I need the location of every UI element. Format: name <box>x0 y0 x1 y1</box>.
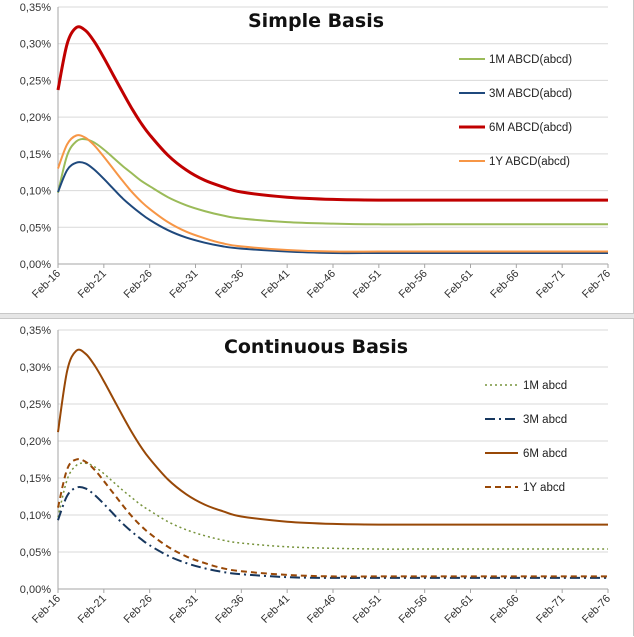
x-tick-label: Feb-36 <box>213 268 246 301</box>
series-line <box>57 485 608 579</box>
x-axis-ticks: Feb-16 Feb-21 Feb-26 Feb-31 Feb-36 Feb-41 Feb-… <box>30 264 613 301</box>
x-tick-label: Feb-21 <box>76 593 109 626</box>
x-tick-label: Feb-56 <box>397 268 430 301</box>
y-tick-label: 0,30% <box>20 362 51 374</box>
y-tick-label: 0,25% <box>20 399 51 411</box>
legend-label: 3M abcd <box>523 414 567 426</box>
legend-label: 6M ABCD(abcd) <box>489 122 572 134</box>
y-tick-label: 0,30% <box>20 39 51 51</box>
gridlines <box>58 329 608 553</box>
x-tick-label: Feb-66 <box>488 593 521 626</box>
x-tick-label: Feb-76 <box>580 268 613 301</box>
continuous-basis-chart-svg: 0,00% 0,05% 0,10% 0,15% 0,20% 0,25% 0,30% 0,35%… <box>20 325 613 626</box>
x-tick-label: Feb-66 <box>488 268 521 301</box>
y-tick-label: 0,35% <box>20 2 51 14</box>
gridlines <box>58 6 608 228</box>
series-line <box>57 138 608 226</box>
y-tick-label: 0,10% <box>20 510 51 522</box>
y-tick-label: 0,05% <box>20 222 51 234</box>
chart-title: Simple Basis <box>248 10 384 32</box>
x-tick-label: Feb-46 <box>305 593 338 626</box>
legend-label: 1Y ABCD(abcd) <box>489 156 570 168</box>
x-tick-label: Feb-51 <box>351 593 384 626</box>
series-line <box>57 462 608 550</box>
y-tick-label: 0,25% <box>20 75 51 87</box>
simple-basis-chart-svg: 0,00% 0,05% 0,10% 0,15% 0,20% 0,25% 0,30% 0,35%… <box>20 2 613 301</box>
x-tick-label: Feb-76 <box>580 593 613 626</box>
x-tick-label: Feb-71 <box>534 593 567 626</box>
x-axis-ticks: Feb-16 Feb-21 Feb-26 Feb-31 Feb-36 Feb-41 Feb-… <box>30 589 613 626</box>
x-tick-label: Feb-41 <box>259 268 292 301</box>
x-tick-label: Feb-31 <box>167 268 200 301</box>
x-tick-label: Feb-61 <box>442 268 475 301</box>
x-tick-label: Feb-56 <box>397 593 430 626</box>
y-tick-label: 0,15% <box>20 149 51 161</box>
legend: 1M abcd 3M abcd 6M abcd 1Y abcd <box>485 380 567 494</box>
x-tick-label: Feb-36 <box>213 593 246 626</box>
legend-label: 3M ABCD(abcd) <box>489 88 572 100</box>
y-tick-label: 0,35% <box>20 325 51 337</box>
x-tick-label: Feb-51 <box>351 268 384 301</box>
legend-label: 1M ABCD(abcd) <box>489 54 572 66</box>
series-line <box>57 161 608 255</box>
legend-label: 6M abcd <box>523 448 567 460</box>
y-tick-label: 0,00% <box>20 259 51 271</box>
legend-label: 1M abcd <box>523 380 567 392</box>
x-tick-label: Feb-16 <box>30 268 63 301</box>
legend-label: 1Y abcd <box>523 482 565 494</box>
series-line <box>57 134 608 253</box>
x-tick-label: Feb-61 <box>442 593 475 626</box>
x-tick-label: Feb-71 <box>534 268 567 301</box>
chart-title: Continuous Basis <box>224 336 408 358</box>
x-tick-label: Feb-31 <box>167 593 200 626</box>
y-axis-ticks: 0,00% 0,05% 0,10% 0,15% 0,20% 0,25% 0,30% 0,35% <box>20 325 51 596</box>
x-tick-label: Feb-16 <box>30 593 63 626</box>
simple-basis-chart: 0,00% 0,05% 0,10% 0,15% 0,20% 0,25% 0,30% 0,35%… <box>0 0 634 314</box>
y-tick-label: 0,15% <box>20 473 51 485</box>
x-tick-label: Feb-21 <box>76 268 109 301</box>
legend: 1M ABCD(abcd) 3M ABCD(abcd) 6M ABCD(abcd) 1… <box>459 54 572 168</box>
chart-separator <box>0 314 634 318</box>
y-tick-label: 0,05% <box>20 547 51 559</box>
x-tick-label: Feb-26 <box>122 268 155 301</box>
x-tick-label: Feb-26 <box>122 593 155 626</box>
y-axis-ticks: 0,00% 0,05% 0,10% 0,15% 0,20% 0,25% 0,30% 0,35% <box>20 2 51 271</box>
series-line <box>57 458 608 578</box>
y-tick-label: 0,10% <box>20 186 51 198</box>
series-line <box>56 25 608 202</box>
y-tick-label: 0,00% <box>20 584 51 596</box>
x-tick-label: Feb-41 <box>259 593 292 626</box>
y-tick-label: 0,20% <box>20 436 51 448</box>
y-tick-label: 0,20% <box>20 112 51 124</box>
series-line <box>57 348 608 526</box>
continuous-basis-chart: 0,00% 0,05% 0,10% 0,15% 0,20% 0,25% 0,30% 0,35%… <box>0 318 634 636</box>
x-tick-label: Feb-46 <box>305 268 338 301</box>
